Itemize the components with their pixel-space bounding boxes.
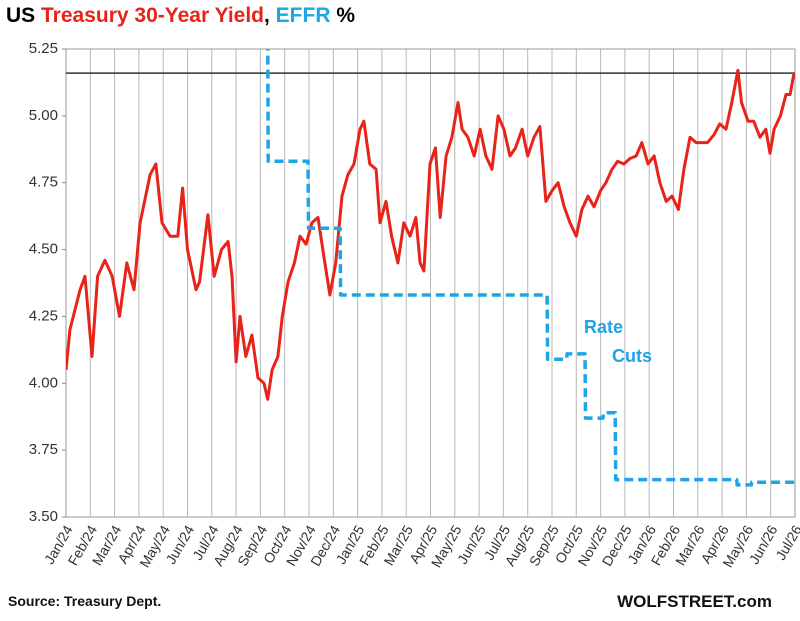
y-tick-label: 5.25 <box>29 40 58 57</box>
title-part: EFFR <box>276 4 331 27</box>
plot-frame <box>65 48 796 518</box>
y-tick-label: 4.00 <box>29 374 58 391</box>
yield-line <box>66 68 795 401</box>
annotation: Rate <box>584 317 623 337</box>
credit: WOLFSTREET.com <box>617 592 772 611</box>
plot-area <box>66 49 795 487</box>
y-tick-label: 4.75 <box>29 174 58 191</box>
title-part: , <box>264 4 276 27</box>
chart-title: US Treasury 30-Year Yield, EFFR % <box>6 4 355 27</box>
title-part: Treasury 30-Year Yield <box>41 4 264 27</box>
y-tick-label: 5.00 <box>29 107 58 124</box>
effr-line <box>266 49 795 487</box>
y-tick-label: 3.75 <box>29 441 58 458</box>
source: Source: Treasury Dept. <box>8 593 161 609</box>
y-tick-label: 3.50 <box>29 508 58 525</box>
title-part: % <box>331 4 356 27</box>
annotation: Cuts <box>612 346 652 366</box>
y-tick-label: 4.25 <box>29 307 58 324</box>
title-part: US <box>6 4 41 27</box>
y-tick-label: 4.50 <box>29 241 58 258</box>
